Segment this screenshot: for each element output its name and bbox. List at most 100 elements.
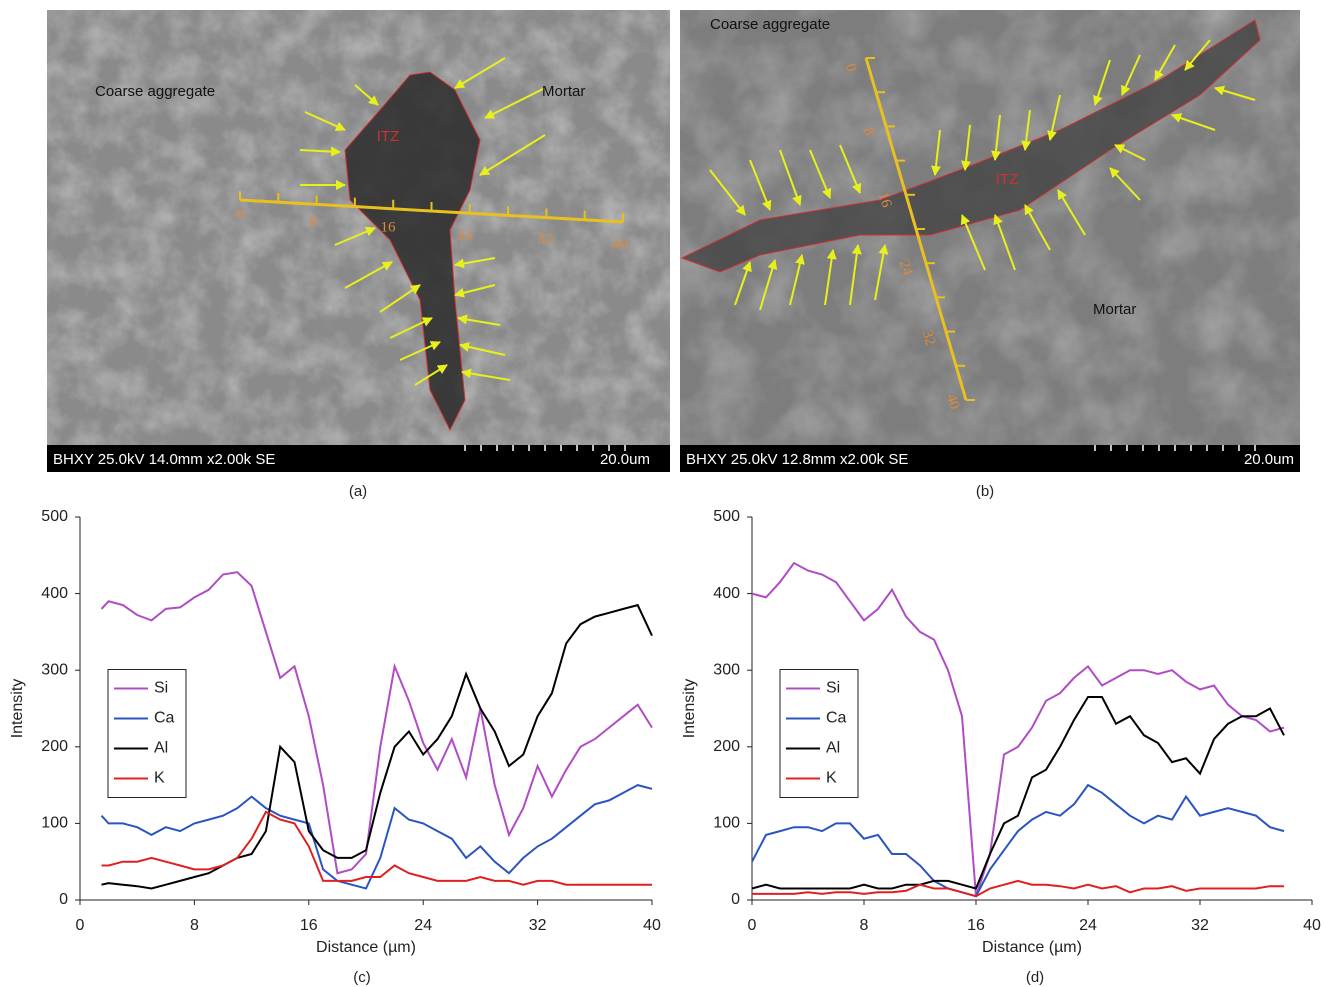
region-label: ITZ [377, 128, 400, 145]
caption: (b) [976, 483, 994, 500]
legend-label: Ca [154, 710, 175, 727]
region-label: Coarse aggregate [95, 83, 215, 100]
scale-label: 16 [875, 190, 895, 210]
sem-info: BHXY 25.0kV 14.0mm x2.00k SE [53, 451, 275, 468]
arrow [389, 317, 433, 339]
y-tick-label: 0 [59, 891, 68, 908]
data-line [752, 879, 1284, 898]
arrow [1154, 44, 1176, 81]
y-tick-label: 0 [731, 891, 740, 908]
region-label: Coarse aggregate [710, 16, 830, 33]
scale-label: 24 [896, 258, 916, 278]
arrow [709, 169, 746, 216]
legend-label: Al [154, 740, 168, 757]
arrow [1024, 204, 1051, 251]
arrow [399, 341, 441, 361]
arrow [461, 368, 511, 381]
scale-label: 16 [381, 219, 397, 235]
legend-label: Si [826, 680, 840, 697]
x-tick-label: 24 [414, 917, 432, 934]
legend-box [107, 669, 187, 798]
arrow [1114, 144, 1146, 161]
scale-bar-label: 20.0um [600, 451, 650, 468]
x-tick-label: 16 [300, 917, 318, 934]
arrow [454, 257, 496, 269]
x-tick-label: 0 [76, 917, 85, 934]
arrow [1021, 109, 1032, 151]
y-tick-label: 200 [41, 738, 68, 755]
legend-label: Al [826, 740, 840, 757]
scale-label: 40 [613, 236, 628, 252]
arrow [1171, 113, 1216, 131]
arrow [960, 214, 986, 271]
x-tick-label: 40 [643, 917, 661, 934]
scale-label: 8 [309, 213, 317, 229]
x-tick-label: 8 [860, 917, 869, 934]
arrow [931, 129, 941, 176]
arrow [991, 114, 1001, 161]
arrow [824, 249, 837, 306]
arrow [334, 226, 376, 246]
scale-label: 24 [458, 227, 474, 243]
sem-image-a [47, 10, 670, 472]
y-axis-label: Intensity [681, 679, 698, 739]
legend-label: Si [154, 680, 168, 697]
arrow [304, 111, 346, 131]
arrow [734, 261, 752, 306]
data-line [751, 696, 1285, 890]
arrow [459, 342, 506, 356]
data-line [101, 810, 652, 886]
scale-label: 32 [919, 328, 939, 347]
data-line [751, 561, 1285, 897]
arrow [961, 124, 971, 171]
arrow [479, 134, 546, 176]
arrow [344, 261, 393, 289]
x-tick-label: 32 [1191, 917, 1209, 934]
arrow [457, 314, 501, 326]
arrow [484, 87, 546, 119]
y-tick-label: 100 [713, 815, 740, 832]
x-tick-label: 0 [748, 917, 757, 934]
arrow [1047, 94, 1061, 141]
region-label: ITZ [996, 171, 1019, 188]
arrow [839, 144, 862, 194]
arrow [1109, 167, 1141, 201]
x-tick-label: 24 [1079, 917, 1097, 934]
arrow [354, 84, 379, 106]
arrow [809, 149, 832, 199]
y-tick-label: 500 [713, 508, 740, 525]
x-tick-label: 8 [190, 917, 199, 934]
arrow [1121, 54, 1141, 96]
caption: (a) [349, 483, 367, 500]
x-tick-label: 32 [529, 917, 547, 934]
legend-label: K [826, 770, 837, 787]
arrow [1214, 85, 1256, 101]
scale-label: 8 [860, 126, 877, 138]
y-tick-label: 300 [41, 661, 68, 678]
scale-bar-label: 20.0um [1244, 451, 1294, 468]
arrow [993, 214, 1016, 271]
arrow [779, 149, 802, 206]
scale-label: 0 [236, 206, 244, 222]
sem-image-b [680, 10, 1300, 472]
scale-label: 0 [842, 62, 859, 74]
region-label: Mortar [1093, 301, 1136, 318]
data-line [101, 603, 653, 890]
x-axis-label: Distance (µm) [316, 939, 416, 956]
legend-box [779, 669, 859, 798]
arrow [1057, 189, 1086, 236]
x-tick-label: 40 [1303, 917, 1321, 934]
region-label: Mortar [542, 83, 585, 100]
data-line [100, 784, 653, 890]
scale-label: 40 [943, 392, 963, 411]
y-tick-label: 100 [41, 815, 68, 832]
y-tick-label: 200 [713, 738, 740, 755]
arrow [379, 284, 421, 313]
legend-label: Ca [826, 710, 847, 727]
arrow [1184, 39, 1211, 71]
arrow [1093, 59, 1111, 106]
caption: (c) [353, 969, 371, 986]
arrow [759, 259, 778, 311]
arrow [299, 146, 341, 157]
